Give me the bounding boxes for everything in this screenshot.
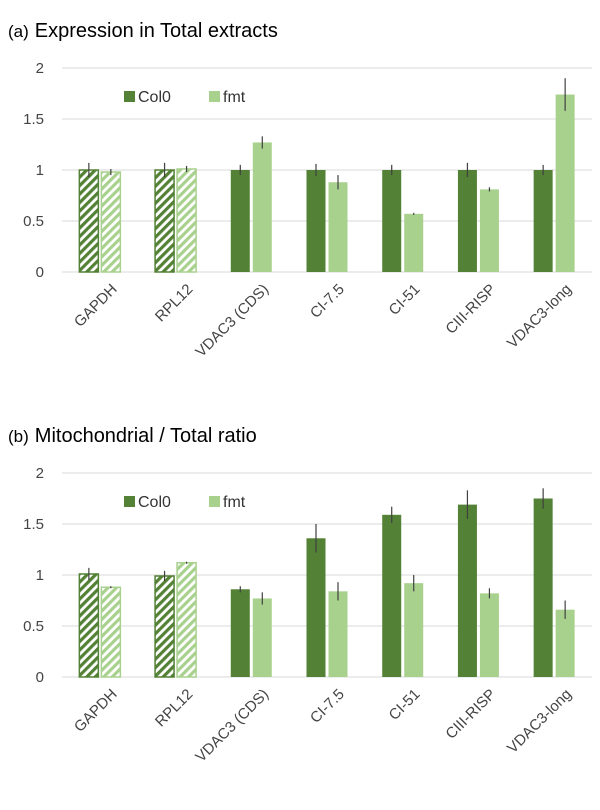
title-text: Expression in Total extracts [35,20,278,42]
category-label: VDAC3-long [504,281,575,352]
panel-label: (a) [8,22,29,41]
legend-label-fmt: fmt [223,494,246,511]
bar-col0-6 [533,498,553,677]
category-label: CI-7.5 [307,281,348,322]
chart-mito-total-ratio: (b) Mitochondrial / Total ratio 0 0.5 1 1.5 2 G… [0,405,600,805]
bar-col0-3 [306,538,326,677]
y-tick-label: 0.5 [23,618,44,635]
legend-swatch-fmt [209,91,220,102]
bar-fmt-3 [328,591,348,677]
chart-title: (a) Expression in Total extracts [8,20,278,42]
bar-fmt-4 [404,213,424,272]
bar-fmt-1 [176,168,197,273]
bar-fmt-4 [404,583,424,677]
y-tick-label: 2 [36,465,44,482]
bar-fmt-2 [252,598,272,677]
bar-fmt-5 [479,593,499,677]
bar-fmt-0 [100,171,122,273]
category-label: RPL12 [152,686,196,730]
category-label: VDAC3 (CDS) [192,686,272,766]
bar-col0-1 [154,575,175,678]
panel-label: (b) [8,427,29,446]
category-label: VDAC3 (CDS) [192,281,272,361]
bar-col0-0 [78,573,100,678]
bar-col0-5 [457,170,477,272]
bar-col0-3 [306,170,326,272]
bar-col0-5 [457,504,477,677]
category-label: GAPDH [71,686,121,736]
category-label: CIII-RISP [442,281,499,338]
category-label: RPL12 [152,281,196,325]
bar-fmt-1 [176,562,197,678]
bar-fmt-5 [479,189,499,272]
bar-col0-1 [154,169,175,273]
legend-label-col0: Col0 [138,494,171,511]
bar-col0-6 [533,170,553,272]
y-tick-label: 1 [36,567,44,584]
chart-expression-total: (a) Expression in Total extracts 0 0.5 1 1.5 2… [0,0,600,400]
bar-col0-2 [230,589,250,677]
chart-title: (b) Mitochondrial / Total ratio [8,425,257,447]
bar-fmt-2 [252,142,272,272]
legend-label-fmt: fmt [223,89,246,106]
bar-col0-4 [382,514,402,677]
category-label: CI-51 [386,686,424,724]
bar-fmt-0 [100,586,122,678]
y-tick-label: 2 [36,60,44,77]
y-tick-label: 1.5 [23,111,44,128]
bar-col0-0 [78,169,100,273]
bar-fmt-6 [555,94,575,273]
y-tick-label: 0 [36,264,44,281]
legend-label-col0: Col0 [138,89,171,106]
bar-col0-2 [230,170,250,272]
y-tick-label: 0 [36,669,44,686]
y-tick-label: 1 [36,162,44,179]
bar-fmt-6 [555,609,575,677]
bar-fmt-3 [328,182,348,272]
legend-swatch-col0 [124,496,135,507]
bar-col0-4 [382,170,402,272]
category-label: CIII-RISP [442,686,499,743]
legend-swatch-col0 [124,91,135,102]
category-label: CI-7.5 [307,686,348,727]
legend-swatch-fmt [209,496,220,507]
category-label: GAPDH [71,281,121,331]
chart-svg: (a) Expression in Total extracts 0 0.5 1 1.5 2… [8,20,592,361]
y-tick-label: 1.5 [23,516,44,533]
category-label: VDAC3-long [504,686,575,757]
chart-svg: (b) Mitochondrial / Total ratio 0 0.5 1 1.5 2 G… [8,425,592,766]
title-text: Mitochondrial / Total ratio [35,425,257,447]
y-tick-label: 0.5 [23,213,44,230]
category-label: CI-51 [386,281,424,319]
